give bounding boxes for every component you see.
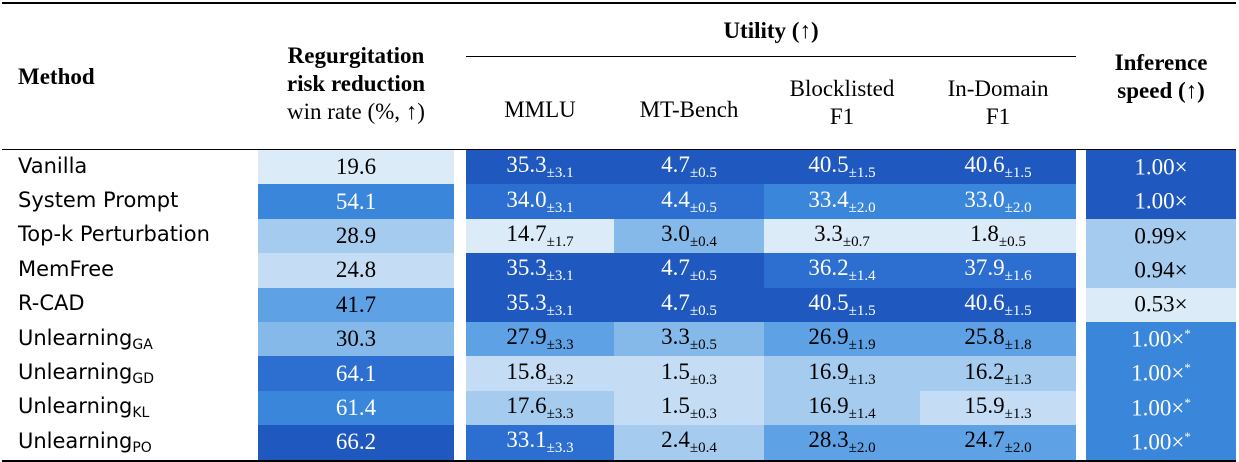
mmlu-cell: 35.3±3.1 bbox=[466, 149, 614, 185]
in-domain-f1-cell: 40.6±1.5 bbox=[920, 287, 1077, 322]
table-row: UnlearningGA 30.3 27.9±3.3 3.3±0.5 26.9±1.9 2… bbox=[2, 321, 1237, 357]
regurgitation-cell: 24.8 bbox=[258, 253, 454, 288]
mt-bench-cell: 3.0±0.4 bbox=[614, 218, 764, 254]
regurgitation-cell: 64.1 bbox=[258, 356, 454, 391]
blocklisted-f1-cell: 28.3±2.0 bbox=[764, 425, 920, 462]
method-name-cell: UnlearningKL bbox=[2, 390, 248, 426]
regurgitation-cell: 41.7 bbox=[258, 287, 454, 322]
in-domain-f1-cell: 1.8±0.5 bbox=[920, 218, 1077, 254]
mmlu-cell: 34.0±3.1 bbox=[466, 184, 614, 219]
method-name-cell: MemFree bbox=[2, 253, 248, 288]
blocklisted-f1-cell: 33.4±2.0 bbox=[764, 184, 920, 219]
regurgitation-cell: 30.3 bbox=[258, 321, 454, 357]
table-row: Vanilla 19.6 35.3±3.1 4.7±0.5 40.5±1.5 40.6±1… bbox=[2, 149, 1237, 185]
header-mmlu: MMLU bbox=[504, 97, 576, 122]
mmlu-cell: 35.3±3.1 bbox=[466, 287, 614, 322]
blocklisted-f1-cell: 40.5±1.5 bbox=[764, 287, 920, 322]
inference-speed-cell: 1.00×* bbox=[1086, 425, 1237, 462]
inference-speed-cell: 1.00×* bbox=[1086, 321, 1237, 357]
mmlu-cell: 35.3±3.1 bbox=[466, 253, 614, 288]
table-row: R-CAD 41.7 35.3±3.1 4.7±0.5 40.5±1.5 40.6±1.5… bbox=[2, 287, 1237, 322]
in-domain-f1-cell: 25.8±1.8 bbox=[920, 321, 1077, 357]
method-name-cell: Vanilla bbox=[2, 149, 248, 185]
mt-bench-cell: 4.4±0.5 bbox=[614, 184, 764, 219]
table-row: UnlearningKL 61.4 17.6±3.3 1.5±0.3 16.9±1.4 1… bbox=[2, 390, 1237, 426]
blocklisted-f1-cell: 3.3±0.7 bbox=[764, 218, 920, 254]
regurgitation-cell: 28.9 bbox=[258, 218, 454, 254]
regurgitation-cell: 66.2 bbox=[258, 425, 454, 462]
header-regurgitation: Regurgitation risk reduction win rate (%… bbox=[286, 42, 426, 124]
header-inference-speed: Inference speed (↑) bbox=[1114, 49, 1208, 103]
table-row: MemFree 24.8 35.3±3.1 4.7±0.5 36.2±1.4 37.9±1… bbox=[2, 253, 1237, 288]
inference-speed-cell: 1.00× bbox=[1086, 184, 1237, 219]
blocklisted-f1-cell: 26.9±1.9 bbox=[764, 321, 920, 357]
inference-speed-cell: 1.00× bbox=[1086, 149, 1237, 185]
mmlu-cell: 33.1±3.3 bbox=[466, 425, 614, 462]
in-domain-f1-cell: 37.9±1.6 bbox=[920, 253, 1077, 288]
mmlu-cell: 14.7±1.7 bbox=[466, 218, 614, 254]
blocklisted-f1-cell: 36.2±1.4 bbox=[764, 253, 920, 288]
method-name-cell: UnlearningGA bbox=[2, 321, 248, 357]
table-row: Top-k Perturbation 28.9 14.7±1.7 3.0±0.4 3.3… bbox=[2, 218, 1237, 254]
table-row: UnlearningPO 66.2 33.1±3.3 2.4±0.4 28.3±2.0 2… bbox=[2, 425, 1237, 462]
in-domain-f1-cell: 24.7±2.0 bbox=[920, 425, 1077, 462]
in-domain-f1-cell: 15.9±1.3 bbox=[920, 390, 1077, 426]
in-domain-f1-cell: 40.6±1.5 bbox=[920, 149, 1077, 185]
header-in-domain-f1: In-Domain F1 bbox=[947, 76, 1049, 129]
in-domain-f1-cell: 33.0±2.0 bbox=[920, 184, 1077, 219]
blocklisted-f1-cell: 16.9±1.4 bbox=[764, 390, 920, 426]
mt-bench-cell: 3.3±0.5 bbox=[614, 321, 764, 357]
inference-speed-cell: 1.00×* bbox=[1086, 390, 1237, 426]
mt-bench-cell: 2.4±0.4 bbox=[614, 425, 764, 462]
header-method: Method bbox=[18, 63, 95, 89]
method-name-cell: System Prompt bbox=[2, 184, 248, 219]
header-mt-bench: MT-Bench bbox=[639, 97, 739, 122]
table-row: System Prompt 54.1 34.0±3.1 4.4±0.5 33.4±2.0… bbox=[2, 184, 1237, 219]
mt-bench-cell: 1.5±0.3 bbox=[614, 356, 764, 391]
in-domain-f1-cell: 16.2±1.3 bbox=[920, 356, 1077, 391]
regurgitation-cell: 19.6 bbox=[258, 149, 454, 185]
mt-bench-cell: 4.7±0.5 bbox=[614, 149, 764, 185]
header-blocklisted-f1: Blocklisted F1 bbox=[789, 76, 895, 129]
method-name-cell: R-CAD bbox=[2, 287, 248, 322]
method-name-cell: UnlearningGD bbox=[2, 356, 248, 391]
method-name-cell: Top-k Perturbation bbox=[2, 218, 248, 254]
method-name-cell: UnlearningPO bbox=[2, 425, 248, 462]
blocklisted-f1-cell: 16.9±1.3 bbox=[764, 356, 920, 391]
header-utility: Utility (↑) bbox=[466, 3, 1077, 57]
mt-bench-cell: 4.7±0.5 bbox=[614, 287, 764, 322]
inference-speed-cell: 0.53× bbox=[1086, 287, 1237, 322]
regurgitation-cell: 54.1 bbox=[258, 184, 454, 219]
mt-bench-cell: 1.5±0.3 bbox=[614, 390, 764, 426]
mt-bench-cell: 4.7±0.5 bbox=[614, 253, 764, 288]
blocklisted-f1-cell: 40.5±1.5 bbox=[764, 149, 920, 185]
inference-speed-cell: 0.99× bbox=[1086, 218, 1237, 254]
table-row: UnlearningGD 64.1 15.8±3.2 1.5±0.3 16.9±1.3 1… bbox=[2, 356, 1237, 391]
regurgitation-cell: 61.4 bbox=[258, 390, 454, 426]
inference-speed-cell: 1.00×* bbox=[1086, 356, 1237, 391]
mmlu-cell: 27.9±3.3 bbox=[466, 321, 614, 357]
mmlu-cell: 17.6±3.3 bbox=[466, 390, 614, 426]
mmlu-cell: 15.8±3.2 bbox=[466, 356, 614, 391]
inference-speed-cell: 0.94× bbox=[1086, 253, 1237, 288]
